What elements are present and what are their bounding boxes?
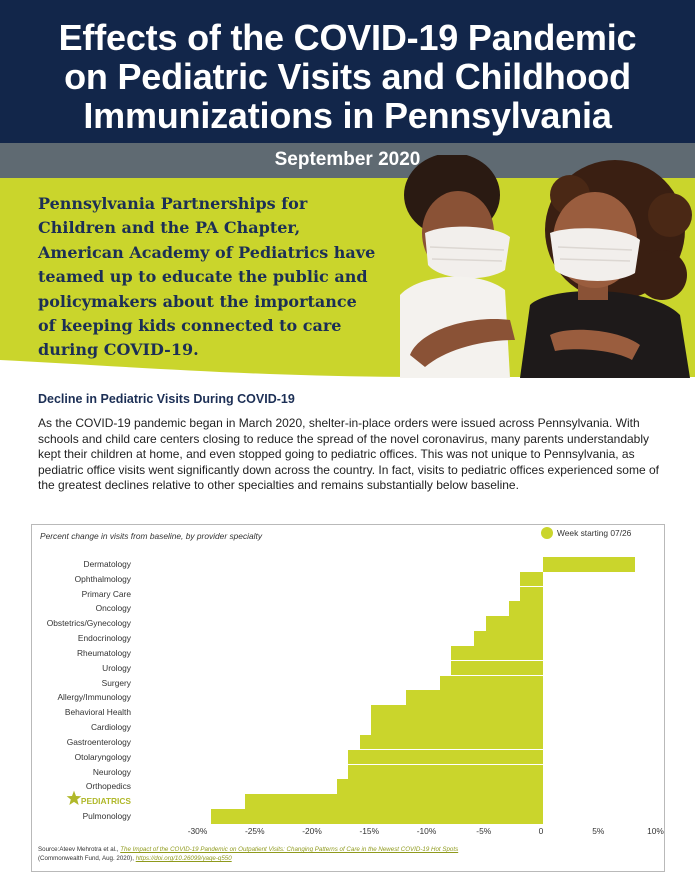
title-line-2: on Pediatric Visits and Childhood xyxy=(64,56,631,97)
category-label: Rheumatology xyxy=(76,647,131,658)
chart-bar xyxy=(474,631,543,646)
chart-subtitle: Percent change in visits from baseline, … xyxy=(40,531,263,541)
hero-curve xyxy=(0,360,695,380)
hero-line: teamed up to educate the public and xyxy=(38,267,368,287)
hero-line: policymakers about the importance xyxy=(38,291,357,311)
hero-statement: Pennsylvania Partnerships for Children a… xyxy=(38,192,418,363)
chart-bar xyxy=(348,749,543,765)
chart-bar xyxy=(543,557,635,572)
hero-line: American Academy of Pediatrics have xyxy=(38,242,376,262)
title-line-1: Effects of the COVID-19 Pandemic xyxy=(58,17,637,58)
chart-bar xyxy=(371,705,543,720)
chart-frame xyxy=(31,524,665,872)
chart-bar xyxy=(520,571,543,587)
masked-family-photo xyxy=(400,155,692,378)
chart-bar xyxy=(485,616,543,631)
title-band xyxy=(0,0,695,143)
title-line-3: Immunizations in Pennsylvania xyxy=(83,95,612,136)
source-citation: Source:Ateev Mehrotra et al., The Impact… xyxy=(38,845,638,863)
star-icon xyxy=(66,790,82,805)
chart-bar xyxy=(210,809,543,824)
chart-bar xyxy=(348,764,543,780)
section-title: Decline in Pediatric Visits During COVID… xyxy=(38,392,295,406)
chart-bar xyxy=(439,675,543,691)
chart-bar xyxy=(451,660,543,676)
category-label: Neurology xyxy=(92,766,131,777)
chart-bar xyxy=(359,734,543,750)
category-label: Endocrinology xyxy=(77,633,131,644)
category-label: Gastroenterology xyxy=(66,736,131,747)
x-tick-label: -15% xyxy=(359,826,380,836)
category-label: Oncology xyxy=(95,603,131,614)
x-tick-label: 10% xyxy=(647,826,664,836)
source-title-link[interactable]: The Impact of the COVID-19 Pandemic on O… xyxy=(120,846,459,853)
x-tick-label: 0 xyxy=(538,826,544,836)
publication-date: September 2020 xyxy=(274,149,421,170)
page-title: Effects of the COVID-19 Pandemic on Pedi… xyxy=(0,18,695,135)
section-body: As the COVID-19 pandemic began in March … xyxy=(38,416,659,492)
chart-bar xyxy=(451,645,543,661)
hero-line: of keeping kids connected to care xyxy=(38,316,342,336)
source-prefix: Source:Ateev Mehrotra et al., xyxy=(38,846,119,853)
category-label: Pulmonology xyxy=(82,811,131,822)
category-label: Surgery xyxy=(101,677,131,688)
hero-line: Children and the PA Chapter, xyxy=(38,218,301,238)
hero-line: Pennsylvania Partnerships for xyxy=(38,194,308,213)
category-label: Cardiology xyxy=(90,722,131,733)
x-tick-label: -5% xyxy=(476,826,492,836)
x-tick-label: 5% xyxy=(592,826,605,836)
category-label: Urology xyxy=(102,662,131,673)
chart-bar xyxy=(245,794,543,809)
category-label: Orthopedics xyxy=(85,781,131,792)
chart-bar xyxy=(336,779,543,794)
x-tick-label: -20% xyxy=(302,826,322,836)
chart-bar xyxy=(405,690,543,705)
category-label: Primary Care xyxy=(81,588,131,599)
category-label: Ophthalmology xyxy=(74,573,131,584)
x-tick-label: -10% xyxy=(416,826,437,836)
chart-bar xyxy=(520,586,543,602)
x-tick-label: -25% xyxy=(244,826,265,836)
legend-swatch xyxy=(541,527,553,539)
chart-bar xyxy=(508,601,543,616)
category-label: Otolaryngology xyxy=(74,751,131,762)
x-tick-label: -30% xyxy=(187,826,208,836)
category-label: Dermatology xyxy=(83,559,131,569)
legend-label: Week starting 07/26 xyxy=(557,528,632,538)
source-doi-link[interactable]: https://doi.org/10.26099/yaqe-q550 xyxy=(135,855,232,862)
hero-line: during COVID-19. xyxy=(38,340,199,360)
chart-bar xyxy=(371,720,543,735)
category-label: Allergy/Immunology xyxy=(57,692,131,703)
category-label: Obstetrics/Gynecology xyxy=(46,618,131,629)
category-label: Behavioral Health xyxy=(64,707,131,718)
category-label: PEDIATRICS xyxy=(80,796,131,807)
source-publisher: (Commonwealth Fund, Aug. 2020), xyxy=(38,855,134,862)
chart-legend: Week starting 07/26 xyxy=(541,527,631,539)
